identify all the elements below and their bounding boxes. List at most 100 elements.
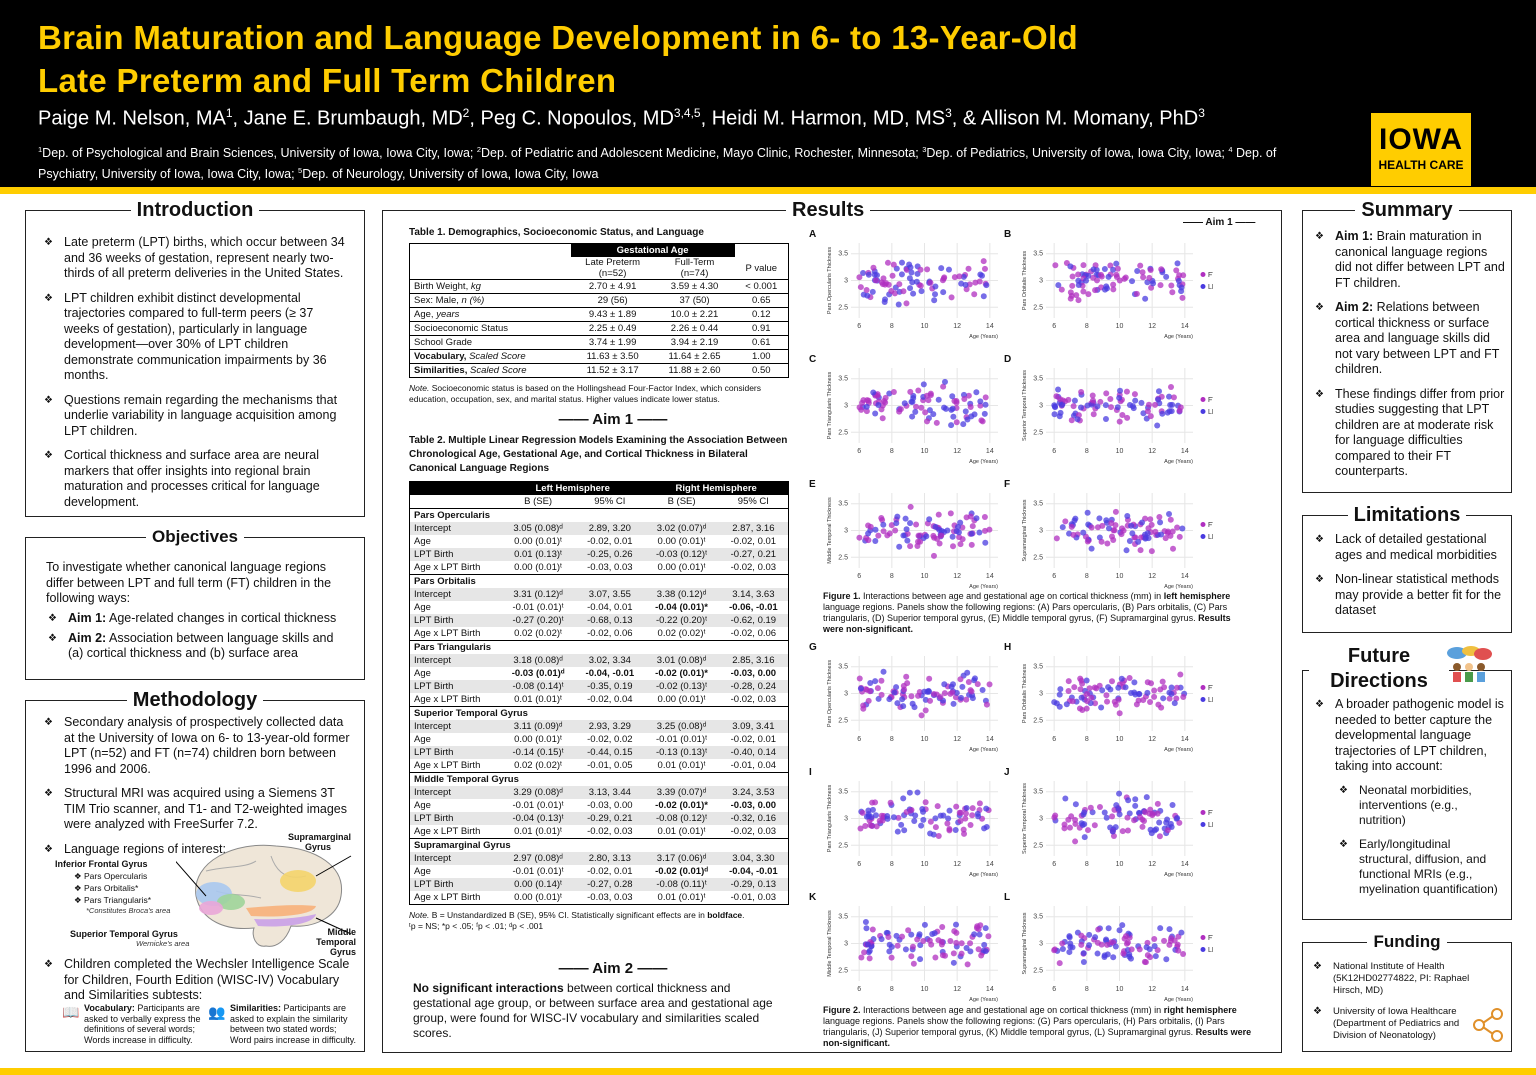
scatter-point <box>932 954 939 961</box>
scatter-point <box>982 394 989 401</box>
scatter-point <box>932 824 939 831</box>
scatter-point <box>920 808 927 815</box>
table-cell: -0.04, 0.01 <box>587 602 633 613</box>
objective-label: Aim 2: <box>68 630 107 645</box>
gold-stripe-bottom <box>0 1068 1536 1075</box>
scatter-point <box>967 403 974 410</box>
iowa-health-care-logo: IOWA HEALTH CARE <box>1371 113 1471 186</box>
table-cell: -0.35, 0.19 <box>575 680 645 693</box>
legend-marker <box>1200 685 1206 690</box>
scatter-point <box>900 532 907 539</box>
scatter-point <box>1105 925 1112 932</box>
table2-note-label: Note. <box>409 910 430 920</box>
scatter-point <box>1142 959 1149 966</box>
scatter-point <box>1077 404 1084 411</box>
scatter-point <box>1146 810 1153 817</box>
scatter-point <box>1119 412 1126 419</box>
scatter-point <box>927 818 934 825</box>
scatter-point <box>1079 680 1086 687</box>
ifg-label: Inferior Frontal Gyrus <box>55 859 148 869</box>
scatter-point <box>1055 386 1062 393</box>
row-label-unit: Scaled Score <box>469 351 526 362</box>
scatter-point <box>931 930 938 937</box>
legend-marker <box>1200 522 1206 527</box>
gold-stripe-top <box>0 187 1536 194</box>
scatter-point <box>940 383 947 390</box>
y-tick-label: 2.5 <box>838 304 848 311</box>
table-cell: -0.29, 0.13 <box>718 878 789 891</box>
y-tick-label: 3.5 <box>1033 664 1043 671</box>
scatter-point <box>865 949 872 956</box>
vocab-label: Vocabulary: <box>84 1003 135 1013</box>
scatter-point <box>1150 280 1157 287</box>
scatter-point <box>1072 801 1079 808</box>
scatter-point <box>904 680 911 687</box>
panel-letter: L <box>1004 892 1011 903</box>
scatter-point <box>1059 524 1066 531</box>
scatter-point <box>1056 691 1063 698</box>
scatter-point <box>981 825 988 832</box>
scatter-point <box>1051 699 1058 706</box>
results-title: Results <box>786 199 871 221</box>
table-cell: 2.97 (0.08)ᵈ <box>500 852 576 865</box>
scatter-point <box>1155 701 1162 708</box>
table-cell: -0.28, 0.24 <box>718 680 789 693</box>
scatter-point <box>964 669 971 676</box>
scatter-point <box>1059 940 1066 947</box>
scatter-point <box>893 932 900 939</box>
scatter-point <box>914 936 921 943</box>
table-cell: -0.02, 0.01 <box>730 536 777 547</box>
x-tick-label: 12 <box>1148 323 1156 330</box>
x-tick-label: 8 <box>1085 323 1089 330</box>
scatter-point <box>958 940 965 947</box>
table2-note2: . <box>742 910 745 920</box>
scatter-point <box>1096 803 1103 810</box>
x-tick-label: 10 <box>921 573 929 580</box>
table-cell: -0.02, 0.03 <box>587 826 633 837</box>
scatter-point <box>910 290 917 297</box>
y-axis-label: Superior Temporal Thickness <box>1022 370 1028 441</box>
summary-section: Summary Aim 1: Brain maturation in canon… <box>1302 199 1512 493</box>
scatter-point <box>926 516 933 523</box>
scatter-point <box>1057 396 1064 403</box>
table-cell: -0.01 (0.01)ᵗ <box>655 734 708 745</box>
scatter-point <box>875 402 882 409</box>
scatter-point <box>863 813 870 820</box>
table-cell: Intercept <box>409 588 501 601</box>
scatter-point <box>923 533 930 540</box>
scatter-point <box>938 938 945 945</box>
x-axis-label: Age (Years) <box>1164 747 1193 753</box>
scatter-point <box>1101 809 1108 816</box>
scatter-point <box>1161 937 1168 944</box>
scatter-point <box>1069 273 1076 280</box>
scatter-point <box>1101 954 1108 961</box>
scatter-point <box>893 520 900 527</box>
table-row: Vocabulary, Scaled Score 11.63 ± 3.50 11.6… <box>409 350 789 364</box>
scatter-point <box>1164 827 1171 834</box>
scatter-point <box>864 292 871 299</box>
table-cell: -0.02, 0.03 <box>730 694 777 705</box>
scatter-point <box>962 408 969 415</box>
scatter-point <box>1176 819 1183 826</box>
scatter-point <box>1116 418 1123 425</box>
scatter-point <box>909 413 916 420</box>
table-row: Age 0.00 (0.01)ᵗ -0.02, 0.01 0.00 (0.01)ᵗ -0… <box>410 535 789 548</box>
scatter-point <box>1151 693 1158 700</box>
scatter-point <box>1053 535 1060 542</box>
scatter-point <box>1162 535 1169 542</box>
funding-section: Funding National Institute of Health (5K… <box>1302 932 1512 1052</box>
limitations-title: Limitations <box>1347 504 1467 526</box>
y-tick-label: 3.5 <box>838 251 848 258</box>
panel-letter: J <box>1004 767 1010 778</box>
scatter-point <box>1070 403 1077 410</box>
scatter-point <box>1133 290 1140 297</box>
scatter-point <box>965 392 972 399</box>
cell-a: 11.52 ± 3.17 <box>586 365 639 376</box>
scatter-point <box>1084 698 1091 705</box>
scatter-point <box>866 955 873 962</box>
y-tick-label: 3.5 <box>838 376 848 383</box>
table-cell: 0.02 (0.02)ᵗ <box>514 760 563 771</box>
scatter-point <box>1157 282 1164 289</box>
cell-p: 1.00 <box>752 351 771 362</box>
scatter-point <box>1175 947 1182 954</box>
